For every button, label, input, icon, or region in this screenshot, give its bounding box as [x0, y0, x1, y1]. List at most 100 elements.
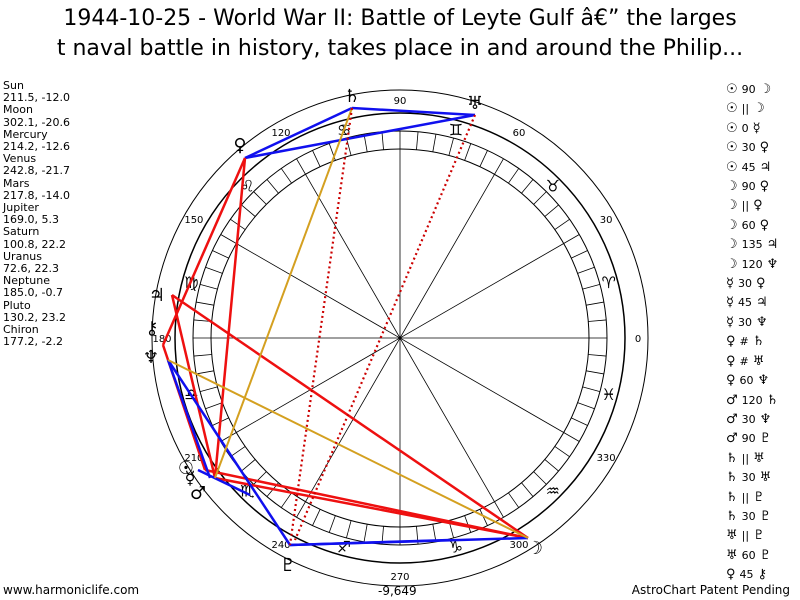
aspect-planet-glyph: ♇ — [759, 431, 772, 447]
degree-tick — [312, 509, 321, 526]
aspect-line — [293, 114, 477, 541]
planet-coords: 217.8, -14.0 — [3, 188, 70, 202]
aspect-row: ♂ 90 ♇ — [726, 429, 778, 448]
degree-tick — [432, 524, 437, 542]
planet-glyph: ♀ — [233, 135, 246, 156]
degree-tick — [212, 250, 229, 259]
aspect-planet-glyph: ☉ — [726, 82, 738, 97]
degree-tick — [253, 471, 267, 485]
aspect-lines — [161, 106, 529, 547]
aspect-planet-glyph: ☿ — [726, 314, 734, 330]
degree-tick — [448, 137, 454, 156]
degree-tick — [346, 137, 352, 156]
degree-tick — [494, 501, 504, 518]
planet-name: Neptune — [3, 274, 51, 288]
degree-tick — [582, 386, 601, 392]
aspect-planet-glyph: ♄ — [726, 470, 738, 486]
planet-name: Mercury — [3, 127, 48, 141]
aspect-type: 90 — [741, 83, 756, 96]
aspect-planet-glyph: ☽ — [726, 179, 738, 195]
aspect-type: 90 — [741, 180, 756, 194]
aspect-row: ☽ || ♀ — [726, 196, 778, 215]
aspect-row: ☽ 60 ♀ — [726, 216, 778, 235]
aspect-type: 30 — [741, 141, 756, 155]
degree-tick — [554, 446, 570, 458]
planet-name: Mars — [3, 176, 30, 190]
degree-tick — [588, 319, 607, 322]
aspect-planet-glyph: ☿ — [752, 120, 761, 136]
degree-tick — [563, 234, 580, 244]
planet-glyphs: ♄ ♅ ♀ ♃ ⚷ ♆ ☉☿♂ ♇ ☽ — [143, 86, 543, 576]
aspect-type: || — [741, 199, 750, 213]
aspect-row: ♂ 120 ♄ — [726, 391, 778, 410]
aspect-row: ♂ 30 ♆ — [726, 410, 778, 429]
aspect-planet-glyph: ♀ — [759, 179, 770, 195]
planet-coords: 130.2, 23.2 — [3, 310, 66, 324]
degree-label: 0 — [635, 334, 641, 345]
aspect-row: ☉ 30 ♀ — [726, 138, 778, 157]
aspect-type: 60 — [739, 374, 754, 388]
aspect-planet-glyph: ♇ — [753, 528, 765, 544]
aspect-planet-glyph: ♅ — [752, 353, 765, 369]
degree-label: 180 — [152, 334, 171, 345]
planet-coords: 177.2, -2.2 — [3, 335, 63, 349]
degree-tick — [494, 158, 504, 175]
aspect-line — [166, 359, 212, 479]
degree-tick — [220, 234, 237, 244]
aspect-type: || — [741, 529, 750, 543]
degree-tick — [416, 131, 419, 150]
planet-glyph: ♇ — [280, 555, 296, 576]
sign-ring — [174, 112, 626, 564]
degree-tick — [544, 204, 559, 217]
degree-tick — [508, 168, 520, 184]
aspect-row: ☉ 0 ☿ — [726, 119, 778, 138]
aspect-line — [170, 294, 217, 479]
degree-label: 30 — [600, 215, 613, 226]
outer-ring — [151, 89, 649, 587]
aspect-planet-glyph: ☽ — [759, 82, 772, 97]
aspect-line — [214, 476, 529, 540]
aspect-planet-glyph: ♇ — [753, 489, 765, 505]
aspect-type: # — [739, 335, 749, 349]
degree-tick — [554, 218, 570, 230]
planet-glyph: ♃ — [149, 285, 165, 306]
aspect-planet-glyph: ♄ — [752, 334, 765, 350]
aspect-row: ♅ || ♇ — [726, 526, 778, 545]
aspect-row: ♀ 45 ⚷ — [726, 565, 778, 584]
degree-tick — [432, 134, 437, 152]
aspect-row: ♄ || ♅ — [726, 449, 778, 468]
zodiac-sign-glyph: ♊ — [449, 120, 463, 139]
degree-tick — [479, 509, 488, 526]
degree-tick — [346, 520, 352, 539]
degree-tick — [241, 204, 256, 217]
planet-name: Saturn — [3, 225, 40, 239]
degree-tick — [588, 354, 607, 357]
degree-tick — [230, 446, 246, 458]
aspect-planet-glyph: ♆ — [755, 314, 768, 330]
degree-tick — [508, 492, 520, 508]
aspect-type: 60 — [741, 218, 756, 232]
aspect-row: ♀ # ♅ — [726, 352, 778, 371]
aspect-planet-glyph: ♀ — [755, 276, 766, 292]
planet-name: Uranus — [3, 249, 42, 263]
aspect-row: ☿ 45 ♃ — [726, 293, 778, 312]
planet-coords: 302.1, -20.6 — [3, 115, 70, 129]
footer-site[interactable]: www.harmoniclife.com — [3, 583, 140, 597]
degree-tick — [571, 417, 588, 426]
aspect-type: || — [741, 451, 750, 465]
planet-name: Pluto — [3, 298, 31, 312]
aspect-row: ☉ 90 ☽ — [726, 80, 778, 99]
aspect-planet-glyph: ☿ — [726, 276, 734, 292]
degree-label: 240 — [271, 540, 290, 551]
aspect-row: ☽ 120 ♆ — [726, 255, 778, 274]
title-line-2: t naval battle in history, takes place i… — [56, 36, 744, 61]
aspect-type: 30 — [737, 315, 752, 329]
aspect-row: ♄ 30 ♅ — [726, 468, 778, 487]
aspect-planet-glyph: ♆ — [766, 256, 779, 272]
aspect-type: || — [741, 490, 750, 504]
aspect-planet-glyph: ♅ — [753, 450, 765, 466]
degree-tick — [521, 179, 534, 194]
aspect-type: 90 — [741, 432, 756, 446]
aspect-row: ♀ 60 ♆ — [726, 371, 778, 390]
aspect-planet-glyph: ☉ — [726, 159, 738, 175]
